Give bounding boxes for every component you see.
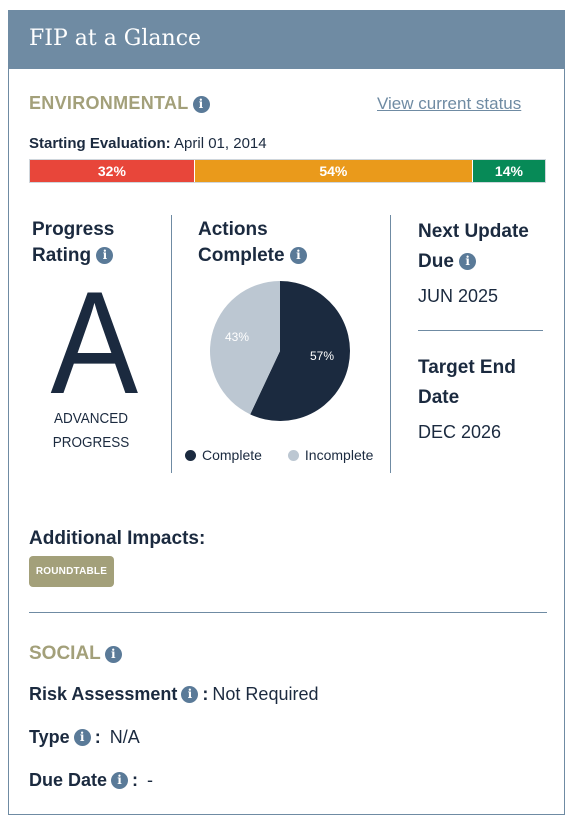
column-divider (171, 215, 172, 473)
next-update-title: Next Update Due i (418, 217, 529, 277)
pie-slice-complete (250, 281, 350, 421)
actions-complete-title-line2: Complete (198, 245, 285, 266)
colon: : (94, 727, 101, 747)
progress-segment-red: 32% (30, 160, 195, 182)
pie-slice-incomplete (210, 281, 280, 415)
starting-evaluation-label: Starting Evaluation: (29, 135, 171, 152)
info-icon[interactable]: i (289, 247, 307, 264)
colon: : (132, 770, 139, 790)
info-icon[interactable]: i (104, 646, 122, 663)
type-row: Type i: N/A (29, 727, 140, 748)
legend-label-complete: Complete (202, 447, 262, 463)
progress-rating-title-line1: Progress (32, 219, 115, 240)
type-label: Type (29, 727, 70, 747)
target-end-title-line2: Date (418, 387, 460, 408)
target-end-title: Target End Date (418, 353, 516, 413)
roundtable-tag[interactable]: ROUNDTABLE (29, 556, 114, 587)
column-divider (390, 215, 391, 473)
next-update-title-line1: Next Update (418, 221, 529, 242)
starting-evaluation-date: April 01, 2014 (174, 135, 267, 152)
progress-rating-title-line2: Rating (32, 245, 92, 266)
actions-complete-title-line1: Actions (198, 219, 268, 240)
environmental-heading: ENVIRONMENTAL i (29, 93, 210, 114)
starting-evaluation: Starting Evaluation: April 01, 2014 (29, 135, 267, 152)
environmental-heading-text: ENVIRONMENTAL (29, 93, 189, 113)
pie-legend: Complete Incomplete (185, 447, 373, 463)
colon: : (202, 684, 209, 704)
info-icon[interactable]: i (181, 686, 199, 703)
progress-grade-description: ADVANCED PROGRESS (35, 407, 147, 455)
info-icon[interactable]: i (192, 96, 210, 113)
target-end-value: DEC 2026 (418, 422, 502, 442)
risk-assessment-value: Not Required (212, 684, 319, 704)
target-end-title-line1: Target End (418, 357, 516, 378)
view-current-status-link[interactable]: View current status (377, 94, 522, 113)
risk-assessment-label: Risk Assessment (29, 684, 178, 704)
grade-desc-line1: ADVANCED (53, 410, 129, 427)
due-date-row: Due Date i: - (29, 770, 153, 791)
legend-item-complete[interactable]: Complete (185, 447, 262, 463)
actions-complete-title: Actions Complete i (198, 217, 307, 269)
social-heading: SOCIAL i (29, 643, 122, 665)
next-update-value: JUN 2025 (418, 286, 499, 306)
actions-pie-chart: 57% 43% (205, 276, 355, 426)
legend-dot-incomplete (287, 449, 299, 461)
next-update-title-line2: Due (418, 251, 454, 272)
info-icon[interactable]: i (459, 253, 477, 270)
type-value: N/A (109, 727, 140, 747)
pie-label-incomplete: 43% (225, 330, 249, 344)
info-icon[interactable]: i (73, 729, 91, 746)
fip-glance-card: FIP at a Glance ENVIRONMENTAL i View curr… (8, 10, 565, 815)
due-date-label: Due Date (29, 770, 108, 790)
progress-rating-title: Progress Rating i (32, 217, 114, 269)
social-heading-text: SOCIAL (29, 643, 101, 664)
risk-assessment-row: Risk Assessment i: Not Required (29, 684, 318, 705)
legend-dot-complete (185, 449, 196, 461)
evaluation-progress-bar: 32% 54% 14% (29, 159, 546, 183)
grade-desc-line2: PROGRESS (52, 434, 130, 451)
additional-impacts-label: Additional Impacts: (29, 528, 206, 549)
pie-svg: 57% 43% (210, 281, 350, 421)
card-header: FIP at a Glance (9, 11, 564, 69)
pie-label-complete: 57% (310, 349, 334, 363)
progress-segment-orange: 54% (194, 160, 473, 182)
legend-label-incomplete: Incomplete (304, 447, 374, 463)
legend-item-incomplete[interactable]: Incomplete (287, 447, 374, 463)
right-column-divider (418, 330, 543, 331)
info-icon[interactable]: i (96, 247, 114, 264)
due-date-value: - (147, 770, 154, 790)
card-title: FIP at a Glance (29, 26, 202, 51)
info-icon[interactable]: i (111, 772, 129, 789)
progress-grade: A (50, 261, 139, 424)
progress-segment-green: 14% (472, 160, 545, 182)
section-divider (29, 612, 547, 613)
